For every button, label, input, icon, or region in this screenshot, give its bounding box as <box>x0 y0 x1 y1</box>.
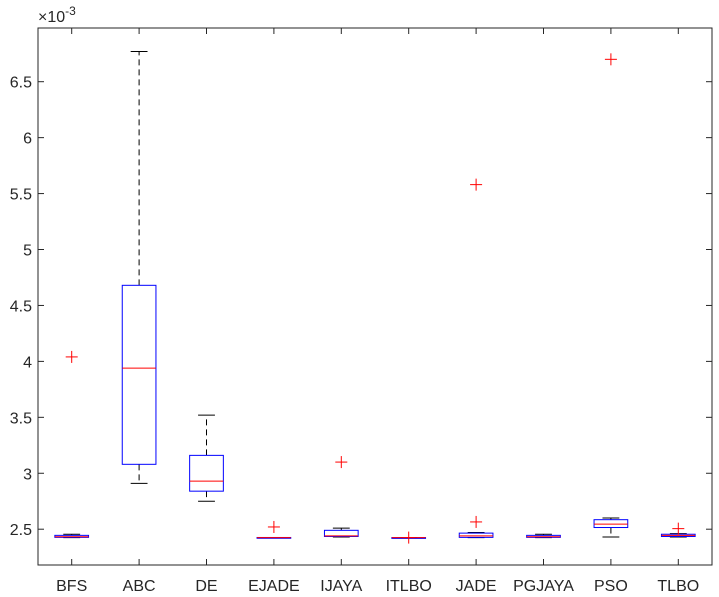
box-group-bfs <box>54 350 90 539</box>
outlier-point <box>65 350 78 363</box>
box-plot-marks <box>54 50 696 544</box>
box-group-pgjaya <box>526 533 561 539</box>
outlier-point <box>470 178 483 191</box>
y-tick-label: 5.5 <box>10 187 32 204</box>
y-tick-label: 6.5 <box>10 75 32 92</box>
box-group-jade <box>458 178 494 539</box>
x-tick-label: PGJAYA <box>513 578 574 595</box>
x-tick-label: JADE <box>456 578 497 595</box>
x-tick-label: PSO <box>594 578 628 595</box>
box-group-ejade <box>256 520 292 539</box>
outlier-point <box>335 456 348 469</box>
y-tick-label: 2.5 <box>10 522 32 539</box>
box-group-tlbo <box>660 522 696 538</box>
outlier-point <box>267 520 280 533</box>
x-tick-label: IJAYA <box>320 578 362 595</box>
iqr-box <box>593 519 629 529</box>
y-exponent-power: -3 <box>65 4 76 18</box>
plot-area <box>38 28 712 565</box>
box-group-itlbo <box>391 531 427 544</box>
iqr-box <box>323 529 359 537</box>
box-group-pso <box>593 53 629 538</box>
x-tick-label: DE <box>195 578 217 595</box>
box-group-ijaya <box>323 456 359 538</box>
x-axis-ticks: BFS ABC DE EJADE IJAYA ITLBO JADE PGJAYA PSO TLBO <box>56 28 699 595</box>
x-tick-label: EJADE <box>248 578 300 595</box>
x-tick-label: ABC <box>123 578 156 595</box>
y-exponent-label: ×10-3 <box>38 4 76 26</box>
y-tick-label: 4.5 <box>10 298 32 315</box>
axes-frame <box>37 27 713 566</box>
y-axis-ticks: 2.5 3 3.5 4 4.5 5 5.5 6 6.5 <box>10 75 712 539</box>
box-group-abc <box>121 50 157 484</box>
y-tick-label: 3.5 <box>10 410 32 427</box>
x-tick-label: TLBO <box>657 578 699 595</box>
outlier-point <box>470 515 483 528</box>
y-tick-label: 5 <box>23 243 32 260</box>
iqr-box <box>458 532 494 538</box>
x-tick-label: ITLBO <box>386 578 432 595</box>
y-tick-label: 4 <box>23 354 32 371</box>
outlier-point <box>604 53 617 66</box>
y-tick-label: 3 <box>23 466 32 483</box>
box-group-de <box>189 414 224 502</box>
outlier-point <box>672 522 685 535</box>
outlier-point <box>402 531 415 544</box>
y-tick-label: 6 <box>23 131 32 148</box>
x-tick-label: BFS <box>56 578 87 595</box>
iqr-box <box>121 284 157 465</box>
iqr-box <box>189 454 224 492</box>
